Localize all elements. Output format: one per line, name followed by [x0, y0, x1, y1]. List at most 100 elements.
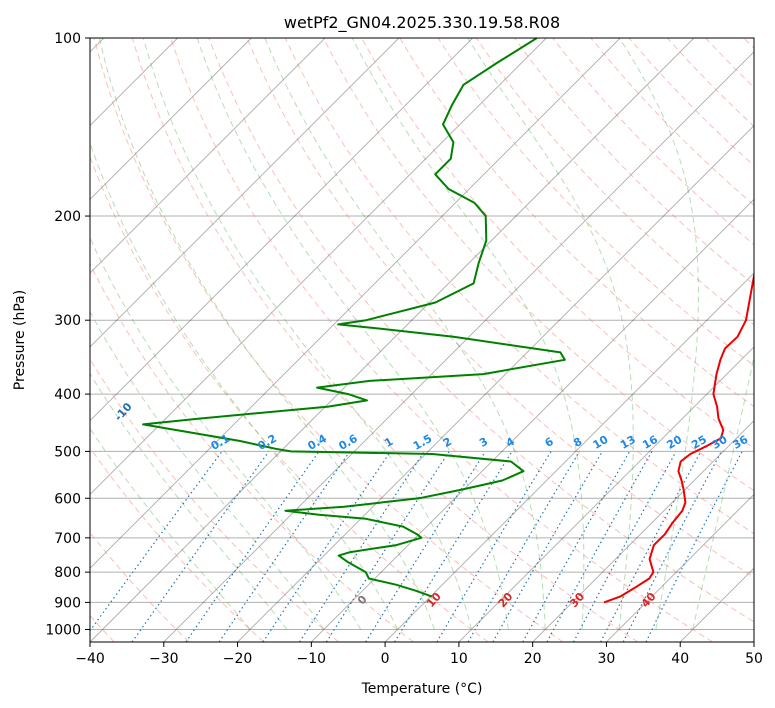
moist-adiabat-layer: [90, 38, 754, 630]
isotherm-line: [90, 38, 695, 642]
y-tick-label: 900: [54, 595, 81, 611]
mixing-ratio-line: [262, 451, 392, 642]
x-tick-label: 0: [381, 651, 390, 667]
dry-adiabat-line: [590, 38, 754, 206]
isotherm-line: [90, 38, 474, 422]
dry-adiabat-line: [666, 38, 754, 128]
dry-adiabat-label: 0: [355, 593, 370, 608]
mixing-ratio-label: 25: [689, 433, 709, 452]
isotherm-line: [90, 38, 400, 348]
mixing-ratio-line: [467, 451, 581, 642]
mixing-ratio-label: 8: [571, 435, 584, 450]
dry-adiabat-line: [90, 262, 414, 642]
dry-adiabat-label: -30: [6, 417, 29, 441]
mixing-ratio-label: 20: [664, 433, 684, 452]
x-tick-label: 30: [598, 651, 616, 667]
moist-adiabat-line: [351, 38, 585, 630]
dry-adiabat-line: [284, 38, 754, 535]
y-tick-label: 600: [54, 491, 81, 507]
isotherm-line: [237, 124, 754, 642]
dry-adiabat-line: [93, 38, 564, 642]
y-tick-label: 100: [54, 31, 81, 47]
mixing-ratio-line: [436, 451, 552, 642]
y-axis: 100 200 300 400 500 600 700 800 900 1000: [45, 31, 90, 638]
dry-adiabat-line: [246, 38, 754, 578]
y-tick-label: 200: [54, 209, 81, 225]
mixing-ratio-label: 13: [618, 433, 638, 452]
dry-adiabat-line: [743, 38, 754, 49]
mixing-ratio-label: 30: [710, 433, 730, 452]
mixing-ratio-line: [522, 451, 631, 642]
y-tick-label: 800: [54, 565, 81, 581]
x-tick-label: −30: [149, 651, 179, 667]
mixing-ratio-label: 3: [477, 435, 490, 450]
dewpoint-profile-line: [142, 38, 566, 598]
x-tick-label: −40: [75, 651, 105, 667]
mixing-ratio-label: 16: [640, 433, 660, 452]
temperature-profile-line: [603, 268, 754, 604]
mixing-ratio-line: [185, 451, 320, 642]
mixing-ratio-label: 6: [543, 435, 556, 450]
moist-adiabat-line: [692, 354, 754, 630]
dry-adiabat-label: 30: [567, 590, 587, 610]
dry-adiabat-label: 20: [496, 590, 516, 610]
mixing-ratio-layer: [90, 451, 743, 642]
moist-adiabat-line: [90, 236, 362, 630]
dry-adiabat-line: [90, 358, 339, 642]
mixing-ratio-line: [365, 451, 486, 642]
mixing-ratio-label: 1.5: [411, 432, 434, 453]
x-axis-label: Temperature (°C): [361, 681, 483, 697]
moist-adiabat-line: [90, 310, 325, 630]
dry-adiabat-layer: [90, 38, 754, 642]
moist-adiabat-line: [467, 38, 634, 630]
dry-adiabat-line: [90, 155, 489, 642]
x-tick-label: −10: [297, 651, 327, 667]
isotherm-layer: [90, 38, 754, 642]
y-tick-label: 400: [54, 387, 81, 403]
dry-adiabat-line: [552, 38, 754, 246]
isotherm-line: [532, 419, 754, 642]
y-tick-label: 300: [54, 313, 81, 329]
x-tick-label: 50: [745, 651, 763, 667]
isotherm-line: [90, 38, 326, 274]
dry-adiabat-label: -10: [112, 400, 135, 424]
dry-adiabat-line: [705, 38, 754, 89]
isotherm-line: [90, 38, 252, 201]
y-tick-label: 500: [54, 444, 81, 460]
y-tick-label: 1000: [45, 622, 81, 638]
moist-adiabat-line: [90, 141, 399, 630]
isotherm-line: [458, 346, 754, 642]
plot-area: 0.10.20.40.611.52346810131620253036-100-…: [6, 37, 755, 643]
dry-adiabat-line: [322, 38, 754, 492]
dry-adiabat-line: [90, 446, 265, 642]
isotherm-line: [90, 38, 621, 569]
mixing-ratio-line: [394, 451, 513, 642]
dry-adiabat-label: -20: [59, 408, 82, 432]
isotherm-line: [90, 38, 547, 496]
plot-frame: [89, 37, 755, 643]
moist-adiabat-line: [98, 38, 435, 630]
mixing-ratio-line: [325, 451, 450, 642]
x-tick-label: −20: [223, 651, 253, 667]
moist-adiabat-line: [142, 38, 472, 630]
isotherm-line: [384, 272, 754, 642]
moist-adiabat-line: [619, 38, 699, 630]
x-tick-label: 10: [450, 651, 468, 667]
isotherm-line: [163, 51, 754, 642]
x-axis: −40 −30 −20 −10 0 10 20 30 40 50: [75, 642, 763, 667]
isotherm-line: [753, 641, 754, 642]
isotherm-line: [679, 567, 754, 642]
dry-adiabat-line: [361, 38, 754, 449]
mixing-ratio-line: [546, 451, 653, 642]
isotherm-line: [606, 493, 754, 642]
chart-title: wetPf2_GN04.2025.330.19.58.R08: [284, 13, 560, 33]
mixing-ratio-label: 10: [591, 433, 611, 452]
mixing-ratio-line: [572, 451, 677, 642]
dry-adiabat-line: [475, 38, 754, 326]
mixing-ratio-label: 1: [382, 435, 395, 450]
mixing-ratio-line: [645, 451, 743, 642]
dry-adiabat-line: [131, 38, 639, 642]
mixing-ratio-line: [131, 451, 270, 642]
dry-adiabat-line: [208, 38, 754, 623]
